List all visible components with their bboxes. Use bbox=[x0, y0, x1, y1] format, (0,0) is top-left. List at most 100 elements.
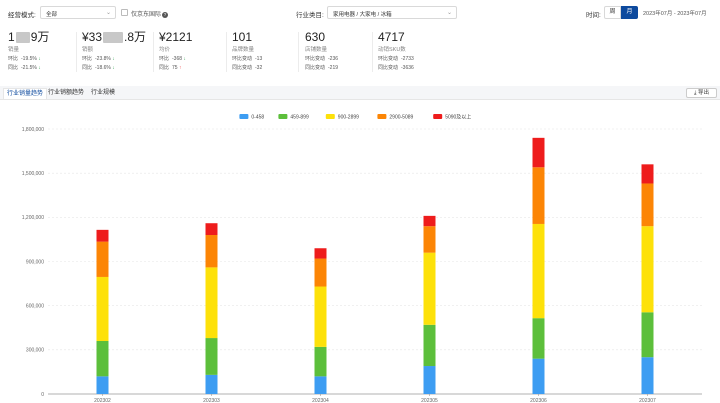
kpi-yoy: 同比变动 -32 bbox=[232, 65, 263, 71]
bar-segment-900-2899[interactable] bbox=[423, 252, 436, 325]
arrow-down-icon: ↓ bbox=[112, 65, 115, 71]
y-tick-label: 1,800,000 bbox=[22, 127, 44, 133]
bar-segment-459-899[interactable] bbox=[314, 346, 327, 377]
bar-segment-459-899[interactable] bbox=[96, 341, 109, 377]
mode-label: 经营模式: bbox=[8, 12, 36, 19]
jd-intl-checkbox[interactable] bbox=[121, 9, 128, 16]
category-select-value: 家用电器 / 大家电 / 冰箱 bbox=[333, 12, 392, 18]
category-select[interactable]: 家用电器 / 大家电 / 冰箱 ⌄ bbox=[327, 6, 457, 19]
arrow-down-icon: ↓ bbox=[38, 56, 41, 62]
y-tick-label: 0 bbox=[41, 392, 44, 398]
kpi-yoy: 同比 -21.5% ↓ bbox=[8, 65, 41, 71]
kpi-label: 销额 bbox=[82, 47, 94, 53]
time-label: 时间: bbox=[586, 12, 601, 19]
chart-tabs: 行业销量趋势 行业销额趋势 行业规模 ⤓ 导出 bbox=[0, 86, 720, 100]
y-tick-label: 1,500,000 bbox=[22, 171, 44, 177]
chevron-down-icon: ⌄ bbox=[105, 10, 111, 16]
kpi-mom: 环比变动 -2733 bbox=[378, 56, 414, 62]
download-icon: ⤓ bbox=[694, 90, 697, 96]
date-range-picker[interactable]: 2023年07月 - 2023年07月 bbox=[643, 11, 707, 17]
bar-segment-5090及以上[interactable] bbox=[205, 223, 218, 235]
divider bbox=[226, 32, 227, 72]
bar-segment-5090及以上[interactable] bbox=[314, 248, 327, 259]
kpi-mom: 环比 -23.8% ↓ bbox=[82, 56, 115, 62]
divider bbox=[153, 32, 154, 72]
divider bbox=[298, 32, 299, 72]
legend-label[interactable]: 0-458 bbox=[251, 115, 264, 121]
bar-segment-900-2899[interactable] bbox=[314, 286, 327, 347]
y-tick-label: 1,200,000 bbox=[22, 215, 44, 221]
bar-segment-2900-5089[interactable] bbox=[205, 235, 218, 268]
mode-select[interactable]: 全部 ⌄ bbox=[40, 6, 116, 19]
kpi-yoy: 同比变动 -219 bbox=[305, 65, 339, 71]
info-icon[interactable]: ? bbox=[162, 12, 169, 18]
kpi-label: 店铺数量 bbox=[305, 47, 328, 53]
kpi-yoy: 同比变动 -3636 bbox=[378, 65, 414, 71]
x-axis-labels: 202302 202303 202304 202305 202306 202307 bbox=[94, 394, 656, 403]
kpi-value: 630 bbox=[305, 30, 326, 44]
divider bbox=[372, 32, 373, 72]
bar-segment-2900-5089[interactable] bbox=[314, 258, 327, 287]
stacked-bar-chart: 0-458 459-899 900-2899 2900-5089 5090及以上 0 30… bbox=[22, 114, 702, 403]
tab-industry-scale[interactable]: 行业规模 bbox=[91, 90, 116, 96]
kpi-shop-count: 630 店铺数量 环比变动 -236 同比变动 -219 bbox=[305, 30, 338, 71]
month-toggle[interactable]: 月 bbox=[621, 6, 638, 19]
legend-label[interactable]: 5090及以上 bbox=[445, 114, 471, 121]
divider bbox=[76, 32, 77, 72]
legend-swatch[interactable] bbox=[278, 114, 288, 119]
legend-label[interactable]: 2900-5089 bbox=[389, 115, 413, 121]
bar-segment-0-458[interactable] bbox=[96, 376, 109, 394]
bar-segment-5090及以上[interactable] bbox=[641, 164, 654, 184]
bar-segment-2900-5089[interactable] bbox=[96, 241, 109, 277]
x-tick-label: 202307 bbox=[639, 398, 656, 403]
x-tick-label: 202305 bbox=[421, 398, 438, 403]
bar-segment-0-458[interactable] bbox=[205, 374, 218, 394]
kpi-value: 101 bbox=[232, 30, 253, 44]
tab-sales-volume-trend[interactable]: 行业销量趋势 bbox=[3, 88, 48, 99]
bar-segment-2900-5089[interactable] bbox=[423, 226, 436, 253]
bar-segment-0-458[interactable] bbox=[314, 376, 327, 394]
bar-segment-900-2899[interactable] bbox=[96, 276, 109, 341]
bar-segment-459-899[interactable] bbox=[532, 318, 545, 359]
kpi-sku-count: 4717 动销SKU数 环比变动 -2733 同比变动 -3636 bbox=[378, 30, 414, 71]
bar-segment-5090及以上[interactable] bbox=[96, 229, 109, 242]
bar-segment-5090及以上[interactable] bbox=[532, 137, 545, 168]
legend-swatch[interactable] bbox=[377, 114, 387, 119]
bar-segment-0-458[interactable] bbox=[423, 366, 436, 394]
arrow-down-icon: ↓ bbox=[112, 56, 115, 62]
x-tick-label: 202306 bbox=[530, 398, 547, 403]
y-tick-label: 300,000 bbox=[26, 348, 44, 354]
export-button[interactable]: ⤓ 导出 bbox=[686, 88, 717, 98]
bar-segment-459-899[interactable] bbox=[641, 312, 654, 358]
kpi-label: 品牌数量 bbox=[232, 47, 255, 53]
tab-sales-amount-trend[interactable]: 行业销额趋势 bbox=[48, 90, 85, 96]
bar-segment-900-2899[interactable] bbox=[205, 267, 218, 339]
arrow-down-icon: ↑ bbox=[178, 65, 182, 71]
chart-grid: 0 300,000 600,000 900,000 1,200,000 1,500,000… bbox=[22, 127, 702, 398]
kpi-row: 1 9万 销量 环比 -19.5% ↓ 同比 -21.5% ↓ ¥33.8万 销额 环… bbox=[0, 30, 720, 75]
jd-intl-label: 仅京东国际? bbox=[131, 12, 169, 18]
legend-label[interactable]: 900-2899 bbox=[338, 115, 359, 121]
y-tick-label: 600,000 bbox=[26, 303, 44, 309]
legend-swatch[interactable] bbox=[325, 114, 335, 119]
bar-segment-459-899[interactable] bbox=[423, 324, 436, 367]
legend-swatch[interactable] bbox=[239, 114, 249, 119]
kpi-mom: 环比 -19.5% ↓ bbox=[8, 56, 41, 62]
bar-segment-459-899[interactable] bbox=[205, 338, 218, 375]
bar-segment-2900-5089[interactable] bbox=[641, 183, 654, 227]
redacted-block bbox=[15, 31, 30, 43]
mode-select-value: 全部 bbox=[46, 12, 58, 18]
week-toggle[interactable]: 周 bbox=[604, 6, 621, 19]
y-tick-label: 900,000 bbox=[26, 259, 44, 265]
bar-segment-900-2899[interactable] bbox=[532, 223, 545, 319]
legend-swatch[interactable] bbox=[433, 114, 443, 119]
bar-segment-900-2899[interactable] bbox=[641, 226, 654, 313]
legend-label[interactable]: 459-899 bbox=[290, 115, 309, 121]
bar-segment-5090及以上[interactable] bbox=[423, 215, 436, 227]
bar-segment-2900-5089[interactable] bbox=[532, 167, 545, 224]
bar-segment-0-458[interactable] bbox=[532, 358, 545, 394]
kpi-mom: 环比变动 -236 bbox=[305, 56, 339, 62]
bar-segment-0-458[interactable] bbox=[641, 357, 654, 394]
kpi-mom: 环比变动 -13 bbox=[232, 56, 263, 62]
kpi-value: 4717 bbox=[378, 30, 405, 44]
